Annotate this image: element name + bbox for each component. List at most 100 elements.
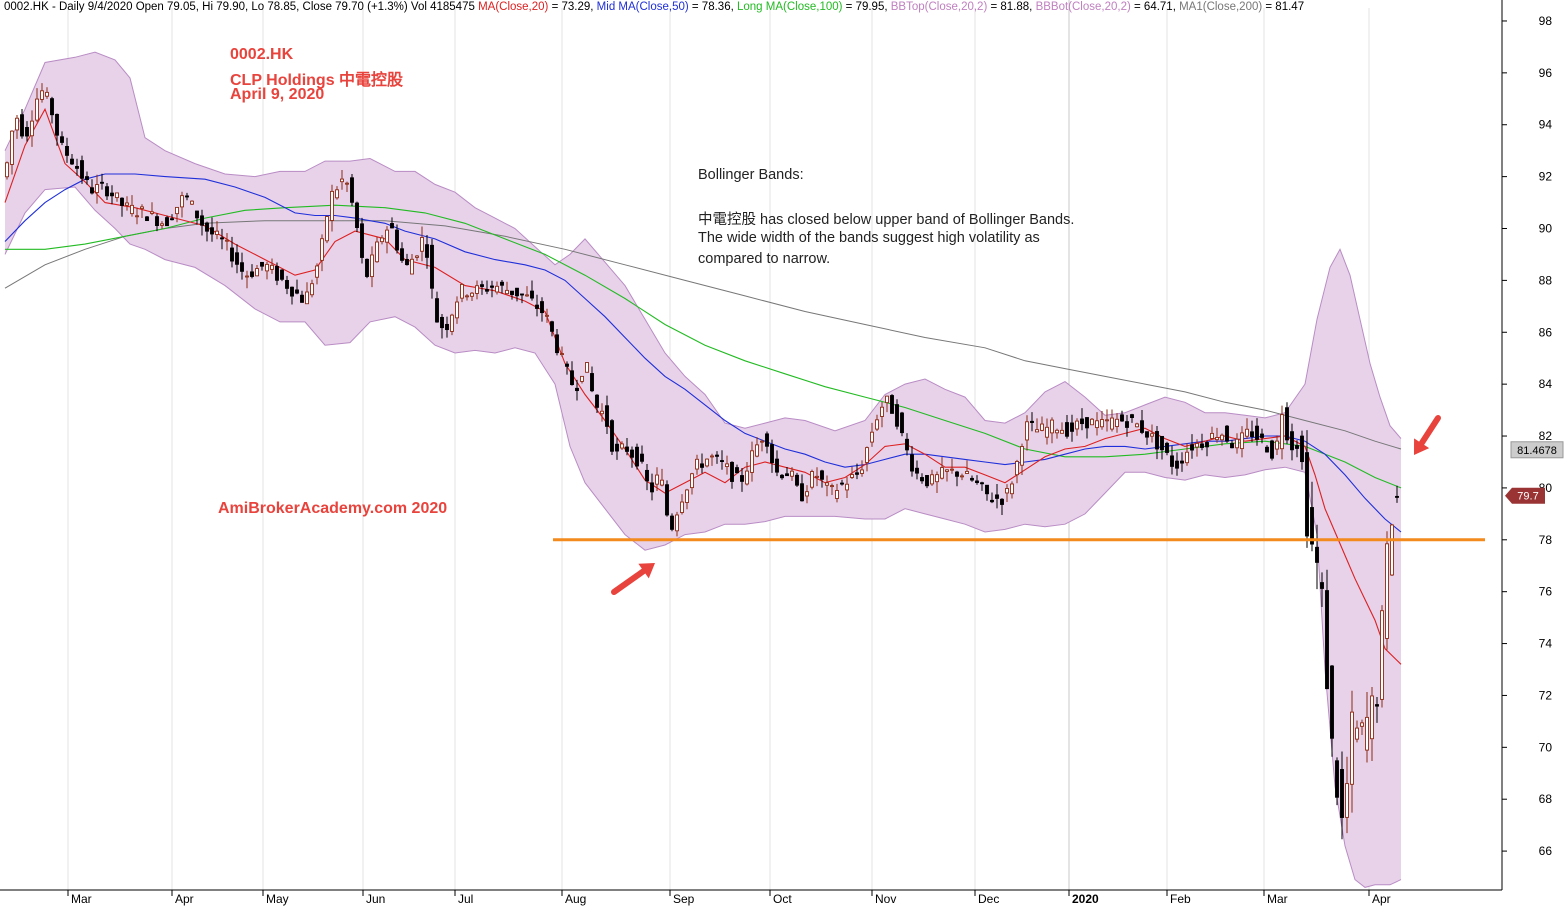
candle <box>695 454 699 475</box>
candle <box>1240 426 1244 458</box>
band-arrow-head <box>1414 438 1430 455</box>
candle-body <box>745 470 749 485</box>
candle <box>865 446 869 472</box>
candle <box>365 258 369 279</box>
candle <box>715 451 719 464</box>
candle-body <box>1315 546 1319 563</box>
candle-body <box>945 469 949 472</box>
candle-body <box>1335 760 1339 798</box>
candle-body <box>905 438 909 451</box>
indicator-label: BBTop(Close,20,2) <box>887 1 988 13</box>
candle-body <box>95 184 99 193</box>
candle <box>650 473 654 501</box>
candle <box>610 419 614 455</box>
candle <box>475 280 479 300</box>
candle <box>1190 434 1194 459</box>
candle-body <box>1130 414 1134 419</box>
candle-body <box>235 252 239 265</box>
candle-body <box>55 113 59 136</box>
candle-body <box>155 216 159 227</box>
candle <box>1205 440 1209 457</box>
candle-body <box>1325 590 1329 690</box>
band-fill <box>5 52 1401 888</box>
candle-body <box>300 294 304 303</box>
candle-body <box>740 475 744 482</box>
candle-body <box>1185 451 1189 464</box>
candle-body <box>995 494 999 499</box>
candle-body <box>390 223 394 229</box>
candle-body <box>1215 437 1219 441</box>
candle <box>780 473 784 480</box>
candle-body <box>975 480 979 484</box>
candle <box>1020 443 1024 476</box>
candle <box>1135 422 1139 428</box>
candle <box>175 206 179 223</box>
y-tick-label: 86 <box>1539 325 1553 339</box>
candle <box>160 221 164 229</box>
candle-body <box>345 182 349 185</box>
candle <box>65 137 69 163</box>
candle-body <box>1270 440 1274 459</box>
candle <box>1200 433 1204 451</box>
candle-body <box>1275 440 1279 450</box>
candle <box>1305 430 1309 548</box>
candle <box>80 155 84 184</box>
candle-body <box>1265 446 1269 453</box>
candle-body <box>625 446 629 452</box>
candle <box>450 313 454 336</box>
candle-body <box>265 263 269 272</box>
candle <box>470 292 474 301</box>
candle <box>120 197 124 217</box>
x-tick-label: May <box>266 892 289 906</box>
candle <box>1180 452 1184 472</box>
candle-body <box>630 449 634 458</box>
candle <box>480 280 484 295</box>
candle-body <box>1305 452 1309 537</box>
candle-body <box>580 375 584 382</box>
candle-body <box>925 475 929 487</box>
candle-body <box>50 98 54 116</box>
candle <box>455 296 459 324</box>
candle-body <box>110 192 114 197</box>
candle <box>620 441 624 451</box>
candle-body <box>875 419 879 430</box>
date-title: April 9, 2020 <box>230 86 325 103</box>
candle <box>540 297 544 322</box>
candle <box>645 464 649 491</box>
candle <box>1355 720 1359 743</box>
candle-body <box>1095 420 1099 429</box>
candle <box>25 121 29 142</box>
candle <box>575 379 579 401</box>
candle-body <box>1370 695 1374 740</box>
candle <box>400 242 404 263</box>
candle <box>1340 751 1344 840</box>
candle <box>730 461 734 489</box>
candle-body <box>470 292 474 297</box>
candle-body <box>5 162 9 178</box>
candle <box>1380 605 1384 708</box>
candle-body <box>15 117 19 131</box>
candle-body <box>555 334 559 354</box>
candle <box>890 394 894 414</box>
candle <box>525 286 529 297</box>
candle-body <box>45 91 49 97</box>
indicator-label: BBBot(Close,20,2) <box>1032 1 1131 13</box>
candle-body <box>410 258 414 275</box>
candle-body <box>880 406 884 417</box>
candle-body <box>230 247 234 262</box>
candle <box>1175 452 1179 476</box>
y-tick-label: 94 <box>1539 118 1553 132</box>
candle-body <box>1020 446 1024 466</box>
candle-body <box>845 483 849 491</box>
candle <box>220 228 224 250</box>
candle <box>1280 405 1284 460</box>
candle-body <box>870 431 874 443</box>
candle <box>1385 531 1389 650</box>
candle <box>1320 572 1324 607</box>
candle <box>975 475 979 485</box>
candle-body <box>1000 498 1004 505</box>
candle <box>985 484 989 501</box>
indicator-label: MA1(Close,200) <box>1175 1 1263 13</box>
